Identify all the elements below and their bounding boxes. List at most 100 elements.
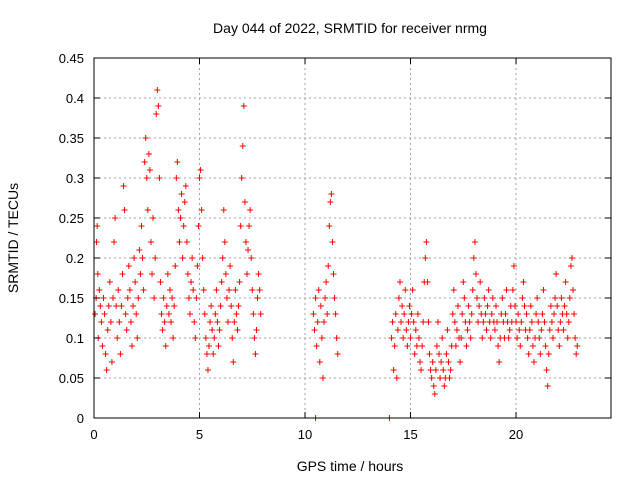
data-point <box>163 303 170 309</box>
data-point <box>572 335 579 341</box>
data-point <box>520 279 527 285</box>
data-point <box>180 223 187 229</box>
data-point <box>179 255 186 261</box>
data-point <box>112 215 119 221</box>
data-point <box>427 367 434 373</box>
data-point <box>195 223 202 229</box>
data-point <box>92 311 99 317</box>
data-point <box>198 207 205 213</box>
data-point <box>505 335 512 341</box>
data-point <box>426 351 433 357</box>
data-point <box>209 327 216 333</box>
data-point <box>113 303 120 309</box>
chart-title: Day 044 of 2022, SRMTID for receiver nrm… <box>213 20 487 36</box>
data-point <box>449 311 456 317</box>
data-point <box>127 319 134 325</box>
data-point <box>413 343 420 349</box>
x-tick-label: 0 <box>90 427 97 442</box>
data-point <box>565 319 572 325</box>
data-point <box>228 303 235 309</box>
data-point <box>138 223 145 229</box>
data-point <box>460 279 467 285</box>
data-point <box>545 351 552 357</box>
data-point <box>515 311 522 317</box>
data-point <box>405 319 412 325</box>
data-point <box>141 159 148 165</box>
data-point <box>248 255 255 261</box>
data-point <box>252 351 259 357</box>
data-point <box>468 311 475 317</box>
data-point <box>390 367 397 373</box>
data-point <box>101 311 108 317</box>
data-point <box>226 287 233 293</box>
data-point <box>315 287 322 293</box>
data-point <box>412 327 419 333</box>
data-point <box>529 343 536 349</box>
data-point <box>115 287 122 293</box>
data-point <box>399 303 406 309</box>
data-point <box>574 343 581 349</box>
data-point <box>471 239 478 245</box>
data-point <box>396 279 403 285</box>
data-point <box>98 319 105 325</box>
data-point <box>499 295 506 301</box>
data-point <box>479 335 486 341</box>
data-point <box>327 199 334 205</box>
y-tick-label: 0 <box>77 411 84 426</box>
data-point <box>227 263 234 269</box>
data-point <box>94 223 101 229</box>
data-point <box>566 295 573 301</box>
data-point <box>214 319 221 325</box>
data-point <box>553 271 560 277</box>
data-point <box>414 311 421 317</box>
data-point <box>444 327 451 333</box>
data-point <box>199 255 206 261</box>
data-point <box>147 239 154 245</box>
data-point <box>93 239 100 245</box>
data-point <box>251 335 258 341</box>
data-point <box>122 311 129 317</box>
data-point <box>97 303 104 309</box>
data-point <box>164 271 171 277</box>
y-tick-label: 0.15 <box>59 291 84 306</box>
data-point <box>152 255 159 261</box>
data-point <box>451 319 458 325</box>
y-tick-label: 0.1 <box>66 331 84 346</box>
data-point <box>543 367 550 373</box>
data-point <box>128 343 135 349</box>
data-point <box>481 295 488 301</box>
data-point <box>472 271 479 277</box>
plot-frame <box>93 57 612 419</box>
data-point <box>334 351 341 357</box>
data-point <box>536 335 543 341</box>
data-point <box>135 295 142 301</box>
data-point <box>213 287 220 293</box>
data-point <box>218 279 225 285</box>
data-point <box>232 287 239 293</box>
data-point <box>417 359 424 365</box>
data-point <box>394 327 401 333</box>
data-point <box>480 319 487 325</box>
data-point <box>231 319 238 325</box>
data-point <box>200 287 207 293</box>
data-point <box>533 311 540 317</box>
data-point <box>316 359 323 365</box>
data-point <box>257 311 264 317</box>
y-tick-label: 0.25 <box>59 211 84 226</box>
data-point <box>161 319 168 325</box>
data-point <box>211 335 218 341</box>
data-point <box>488 311 495 317</box>
data-point <box>438 359 445 365</box>
data-point <box>556 343 563 349</box>
data-point <box>312 295 319 301</box>
x-tick-label: 10 <box>298 427 312 442</box>
data-point <box>560 327 567 333</box>
data-point <box>188 279 195 285</box>
data-point <box>183 239 190 245</box>
data-point <box>436 351 443 357</box>
data-point <box>140 287 147 293</box>
data-point <box>510 263 517 269</box>
x-tick-label: 15 <box>403 427 417 442</box>
data-point <box>94 271 101 277</box>
data-point <box>204 367 211 373</box>
